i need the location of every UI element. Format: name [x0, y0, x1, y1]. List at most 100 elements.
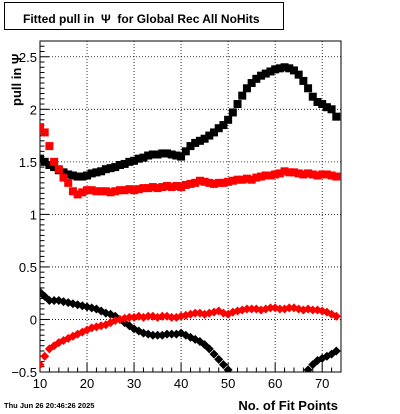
data-point-square — [275, 64, 284, 73]
data-point-square — [153, 150, 162, 159]
data-point-diamond — [167, 329, 177, 339]
data-point-square — [318, 170, 327, 179]
data-point-square — [257, 172, 266, 181]
y-tick-label: 2 — [30, 102, 37, 117]
x-axis-label: No. of Fit Points — [238, 398, 338, 413]
y-tick-label: 1.5 — [19, 155, 37, 170]
data-point-square — [134, 185, 143, 194]
data-point-square — [332, 172, 341, 181]
data-point-diamond — [209, 349, 219, 359]
axes — [39, 40, 342, 373]
data-point-diamond — [331, 346, 341, 356]
data-point-square — [294, 169, 303, 178]
timestamp: Thu Jun 26 20:46:26 2025 — [4, 401, 95, 410]
data-point-square — [87, 186, 96, 195]
data-point-square — [322, 170, 331, 179]
data-point-square — [322, 103, 331, 112]
data-point-square — [158, 149, 167, 158]
x-tick-label: 30 — [127, 376, 141, 391]
data-point-square — [101, 187, 110, 196]
data-point-square — [130, 156, 139, 165]
data-point-diamond — [148, 330, 158, 340]
x-tick-label: 70 — [315, 376, 329, 391]
data-point-square — [252, 74, 261, 83]
y-tick-label: 2.5 — [19, 50, 37, 65]
data-point-square — [238, 175, 247, 184]
data-point-diamond — [242, 304, 252, 314]
chart-title: Fitted pull in Ψ for Global Rec All NoHi… — [23, 12, 260, 26]
data-point-square — [40, 128, 49, 137]
data-point-square — [233, 175, 242, 184]
data-point-square — [285, 64, 294, 73]
data-point-diamond — [167, 312, 177, 322]
data-point-square — [304, 169, 313, 178]
data-point-diamond — [303, 365, 313, 372]
data-point-diamond — [265, 303, 275, 313]
data-point-square — [299, 76, 308, 85]
data-point-diamond — [49, 296, 59, 306]
data-point-diamond — [153, 330, 163, 340]
data-point-square — [210, 179, 219, 188]
data-point-diamond — [284, 303, 294, 313]
data-point-square — [68, 171, 77, 180]
data-point-diamond — [331, 311, 341, 321]
x-tick-label: 20 — [80, 376, 94, 391]
data-point-square — [247, 79, 256, 88]
data-point-square — [252, 173, 261, 182]
data-point-square — [289, 168, 298, 177]
data-point-square — [261, 171, 270, 180]
data-point-square — [313, 97, 322, 106]
data-point-square — [308, 170, 317, 179]
data-point-square — [210, 128, 219, 137]
tick-labels: 10 20 30 40 50 60 70 −0.5 0 0.5 1 1.5 2 2.5 — [11, 50, 329, 391]
data-point-square — [224, 115, 233, 124]
chart-title-box: Fitted pull in Ψ for Global Rec All NoHi… — [4, 2, 284, 30]
data-point-square — [195, 136, 204, 145]
data-point-square — [219, 178, 228, 187]
data-point-square — [294, 70, 303, 79]
plot-frame — [39, 40, 342, 373]
data-point-square — [191, 138, 200, 147]
data-point-diamond — [218, 360, 228, 370]
data-point-square — [130, 186, 139, 195]
x-tick-label: 60 — [268, 376, 282, 391]
tick-marks — [39, 45, 342, 373]
data-point-square — [162, 182, 171, 191]
data-point-square — [78, 172, 87, 181]
data-point-square — [181, 147, 190, 156]
data-point-square — [106, 164, 115, 173]
data-point-square — [40, 157, 49, 166]
data-point-square — [139, 184, 148, 193]
data-point-diamond — [143, 311, 153, 321]
y-axis-label: pull in Ψ — [9, 54, 24, 106]
data-point-square — [45, 142, 54, 151]
data-point-diamond — [214, 354, 224, 364]
data-point-square — [332, 112, 341, 121]
data-point-square — [59, 168, 68, 177]
x-tick-label: 50 — [221, 376, 235, 391]
data-point-square — [125, 185, 134, 194]
data-point-square — [153, 184, 162, 193]
grid-lines — [40, 41, 341, 373]
data-point-square — [228, 108, 237, 117]
data-point-square — [242, 174, 251, 183]
data-marks — [40, 63, 341, 372]
data-point-square — [200, 177, 209, 186]
data-point-square — [186, 179, 195, 188]
data-point-square — [50, 157, 59, 166]
data-point-square — [97, 187, 106, 196]
data-point-square — [205, 178, 214, 187]
data-point-square — [318, 100, 327, 109]
data-point-square — [83, 171, 92, 180]
data-point-square — [167, 183, 176, 192]
data-point-square — [177, 152, 186, 161]
y-tick-label: −0.5 — [11, 365, 37, 380]
data-point-square — [228, 176, 237, 185]
data-point-square — [266, 67, 275, 76]
data-point-square — [238, 91, 247, 100]
data-point-square — [115, 160, 124, 169]
data-point-square — [181, 180, 190, 189]
data-point-square — [308, 92, 317, 101]
data-point-square — [73, 172, 82, 181]
